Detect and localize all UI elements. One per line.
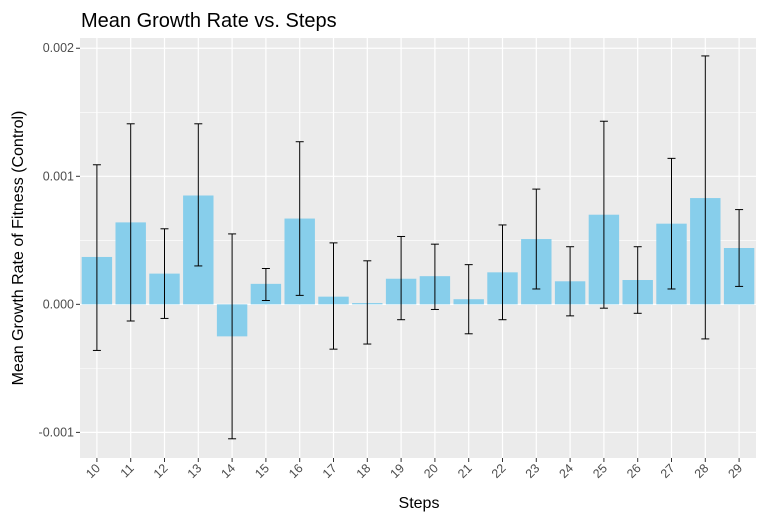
x-tick-label: 26 [624,461,644,481]
error-bar [126,123,135,322]
x-tick-label: 21 [455,461,475,481]
error-bar [599,120,608,309]
y-axis-title: Mean Growth Rate of Fitness (Control) [10,111,27,386]
x-tick-label: 28 [692,461,712,481]
error-bar [329,242,338,350]
error-bar [667,157,676,290]
error-bar [498,224,507,321]
error-bars [92,55,744,440]
x-axis-ticks: 10 11 12 13 14 15 16 17 18 19 20 21 22 23 24 25 26 27 28 29 [83,458,745,481]
x-tick-label: 29 [725,461,745,481]
plot-panel [80,38,756,458]
x-tick-label: 11 [118,461,137,480]
x-axis-title: Steps [399,495,440,512]
x-tick-label: 27 [658,461,678,481]
error-bar [261,267,270,301]
x-tick-label: 14 [218,461,238,481]
error-bar [701,55,710,340]
error-bar [532,188,541,290]
error-bar [566,246,575,317]
x-tick-label: 13 [185,461,205,481]
y-axis-ticks: -0.001 0.000 0.001 0.002 [39,41,80,439]
error-bar [430,243,439,310]
x-tick-label: 15 [252,461,272,481]
x-tick-label: 22 [489,461,509,481]
x-tick-label: 23 [523,461,543,481]
x-tick-label: 16 [286,461,306,481]
error-bar [633,246,642,314]
y-tick-label: 0.002 [43,41,74,55]
y-tick-label: 0.001 [43,169,74,183]
x-tick-label: 20 [421,461,441,481]
chart-title: Mean Growth Rate vs. Steps [81,10,337,32]
error-bar [194,123,203,267]
x-tick-label: 24 [556,461,576,481]
y-tick-label: -0.001 [39,425,74,439]
x-tick-label: 19 [387,461,407,481]
error-bar [295,141,304,296]
error-bar [160,228,169,319]
error-bar [735,209,744,287]
x-tick-label: 18 [354,461,374,481]
error-bar [92,164,101,351]
x-tick-label: 25 [590,461,610,481]
x-tick-label: 17 [320,461,340,481]
error-bar [228,233,237,440]
error-bar [363,260,372,345]
x-tick-label: 10 [83,461,103,481]
y-tick-label: 0.000 [43,297,74,311]
error-bar [397,235,406,321]
error-bar [464,264,473,335]
x-tick-label: 12 [151,461,171,481]
